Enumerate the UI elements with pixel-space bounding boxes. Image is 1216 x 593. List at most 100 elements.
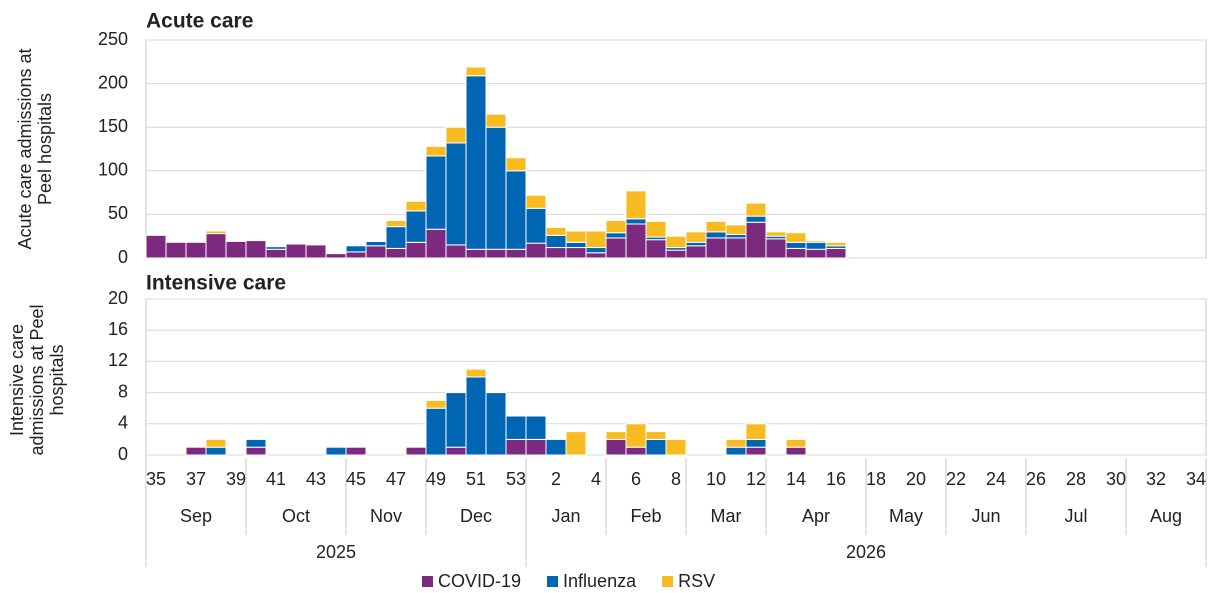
bar-segment: [505, 170, 527, 250]
bar-segment: [505, 248, 527, 259]
plot-area: [145, 39, 1207, 259]
bar-segment: [505, 415, 527, 440]
bar-segment: [345, 446, 367, 456]
x-tick-label: 47: [386, 469, 406, 489]
bar-segment: [585, 252, 607, 259]
bar-segment: [325, 446, 347, 456]
bar-segment: [285, 243, 307, 259]
month-label: Apr: [802, 506, 830, 526]
x-tick-label: 34: [1186, 469, 1206, 489]
legend-swatch: [422, 576, 433, 587]
legend-label: COVID-19: [438, 571, 521, 591]
bar-segment: [525, 194, 547, 209]
bar-segment: [605, 438, 627, 456]
bar-segment: [785, 247, 807, 259]
x-tick-label: 18: [866, 469, 886, 489]
y-axis-label: Peel hospitals: [35, 93, 55, 205]
bar-segment: [385, 247, 407, 259]
bar-segment: [165, 241, 187, 259]
bar-segment: [505, 157, 527, 172]
bar-segment: [745, 438, 767, 448]
bar-segment: [765, 231, 787, 237]
x-tick-label: 26: [1026, 469, 1046, 489]
plot-area: [145, 298, 1207, 456]
bar-segment: [645, 438, 667, 456]
bar-segment: [625, 423, 647, 448]
bar-segment: [405, 241, 427, 259]
x-tick-label: 49: [426, 469, 446, 489]
bar-segment: [725, 438, 747, 448]
bar-segment: [645, 220, 667, 238]
bar-segment: [665, 249, 687, 259]
x-tick-label: 2: [551, 469, 561, 489]
x-tick-label: 12: [746, 469, 766, 489]
bar-segment: [705, 237, 727, 259]
bar-segment: [385, 226, 407, 249]
y-tick-label: 50: [108, 203, 128, 223]
bar-segment: [385, 220, 407, 228]
bar-segment: [265, 246, 287, 250]
bar-segment: [425, 155, 447, 230]
y-tick-label: 12: [108, 350, 128, 370]
x-tick-label: 45: [346, 469, 366, 489]
bar-segment: [645, 239, 667, 259]
bar-segment: [325, 253, 347, 259]
x-tick-label: 14: [786, 469, 806, 489]
x-tick-label: 10: [706, 469, 726, 489]
month-label: Oct: [282, 506, 310, 526]
y-tick-label: 0: [118, 444, 128, 464]
bar-segment: [545, 438, 567, 456]
year-label: 2025: [316, 542, 356, 562]
legend-label: Influenza: [563, 571, 637, 591]
bar-segment: [405, 446, 427, 456]
bar-segment: [525, 207, 547, 244]
bar-segment: [465, 248, 487, 259]
y-tick-label: 100: [98, 160, 128, 180]
x-tick-label: 24: [986, 469, 1006, 489]
bar-segment: [605, 431, 627, 440]
x-tick-label: 4: [591, 469, 601, 489]
bar-segment: [245, 438, 267, 448]
bar-segment: [605, 220, 627, 234]
bar-segment: [825, 241, 847, 247]
bar-segment: [405, 210, 427, 243]
bar-segment: [445, 244, 467, 259]
x-tick-label: 22: [946, 469, 966, 489]
bar-segment: [425, 228, 447, 259]
bar-segment: [185, 446, 207, 456]
bar-segment: [445, 392, 467, 448]
bar-segment: [485, 248, 507, 259]
legend-swatch: [547, 576, 559, 587]
bar-segment: [185, 241, 207, 259]
bar-segment: [805, 248, 827, 259]
bar-segment: [705, 231, 727, 239]
bar-segment: [685, 231, 707, 243]
bar-segment: [245, 446, 267, 456]
y-tick-label: 8: [118, 381, 128, 401]
x-tick-label: 51: [466, 469, 486, 489]
bar-segment: [485, 113, 507, 128]
bar-segment: [785, 241, 807, 249]
chart-title: Acute care: [146, 10, 253, 33]
bar-segment: [205, 230, 227, 235]
bar-segment: [805, 240, 827, 243]
bar-segment: [585, 230, 607, 249]
month-label: Feb: [630, 506, 661, 526]
month-label: Nov: [370, 506, 402, 526]
month-label: Dec: [460, 506, 492, 526]
x-tick-label: 6: [631, 469, 641, 489]
bar-segment: [745, 446, 767, 456]
bar-segment: [605, 237, 627, 259]
bar-segment: [485, 126, 507, 250]
bar-segment: [465, 75, 487, 250]
bar-segment: [565, 247, 587, 259]
bar-segment: [525, 242, 547, 259]
bar-segment: [445, 126, 467, 144]
bar-segment: [345, 245, 367, 253]
bar-segment: [725, 446, 747, 456]
legend-swatch: [662, 576, 674, 587]
y-tick-label: 4: [118, 413, 128, 433]
bar-segment: [545, 226, 567, 236]
x-tick-label: 30: [1106, 469, 1126, 489]
